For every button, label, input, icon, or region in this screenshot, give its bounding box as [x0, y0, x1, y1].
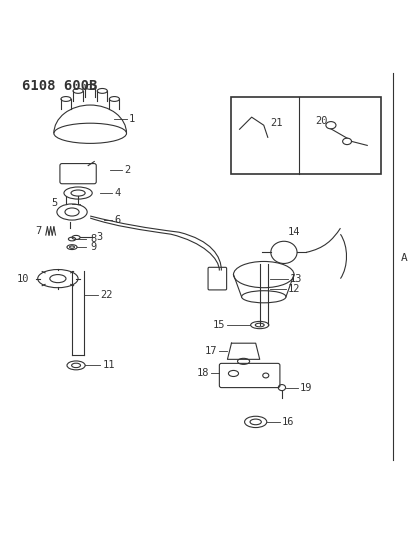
Text: 22: 22 — [100, 290, 112, 300]
Text: 18: 18 — [196, 368, 209, 378]
Text: 14: 14 — [287, 227, 300, 237]
Text: 10: 10 — [17, 273, 29, 284]
Text: 13: 13 — [289, 273, 302, 284]
Text: 12: 12 — [287, 284, 300, 294]
Text: 21: 21 — [269, 118, 282, 128]
Text: 11: 11 — [102, 360, 115, 370]
Text: 4: 4 — [114, 188, 120, 198]
Text: 2: 2 — [124, 165, 130, 175]
Text: 17: 17 — [204, 346, 217, 356]
Text: 15: 15 — [212, 320, 225, 330]
Text: 7: 7 — [36, 226, 42, 236]
Text: 6108 600B: 6108 600B — [22, 79, 97, 93]
Text: 8: 8 — [90, 234, 96, 244]
Text: 3: 3 — [96, 232, 102, 243]
Text: A: A — [400, 253, 407, 263]
Text: 20: 20 — [314, 116, 326, 126]
Text: 5: 5 — [52, 198, 58, 208]
Bar — [231, 97, 380, 174]
Text: 6: 6 — [114, 215, 120, 225]
Text: 1: 1 — [128, 114, 135, 124]
Text: 19: 19 — [299, 383, 312, 393]
Text: 16: 16 — [281, 417, 294, 427]
Text: 9: 9 — [90, 242, 96, 252]
